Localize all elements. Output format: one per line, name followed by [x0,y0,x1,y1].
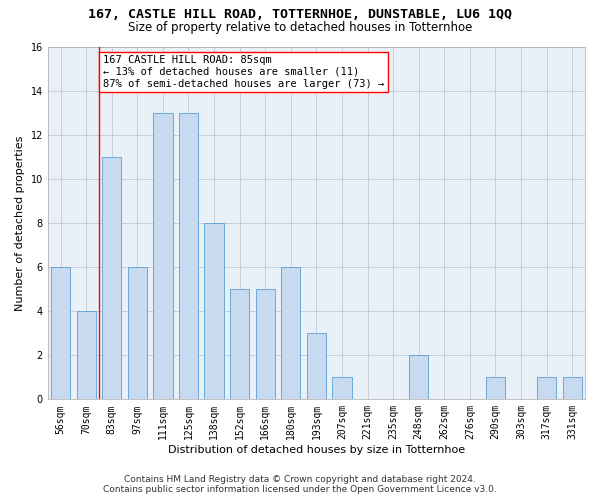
Text: Size of property relative to detached houses in Totternhoe: Size of property relative to detached ho… [128,21,472,34]
Bar [281,267,301,400]
Bar [537,378,556,400]
Bar [486,378,505,400]
Bar [77,311,96,400]
Bar [332,378,352,400]
Bar [179,112,198,400]
Bar [205,223,224,400]
Bar [230,289,249,400]
Bar [409,355,428,400]
Bar [51,267,70,400]
X-axis label: Distribution of detached houses by size in Totternhoe: Distribution of detached houses by size … [168,445,465,455]
Text: 167 CASTLE HILL ROAD: 85sqm
← 13% of detached houses are smaller (11)
87% of sem: 167 CASTLE HILL ROAD: 85sqm ← 13% of det… [103,56,384,88]
Bar [256,289,275,400]
Bar [128,267,147,400]
Bar [154,112,173,400]
Bar [102,157,121,400]
Bar [563,378,582,400]
Y-axis label: Number of detached properties: Number of detached properties [15,135,25,310]
Text: 167, CASTLE HILL ROAD, TOTTERNHOE, DUNSTABLE, LU6 1QQ: 167, CASTLE HILL ROAD, TOTTERNHOE, DUNST… [88,8,512,20]
Text: Contains HM Land Registry data © Crown copyright and database right 2024.
Contai: Contains HM Land Registry data © Crown c… [103,474,497,494]
Bar [307,333,326,400]
